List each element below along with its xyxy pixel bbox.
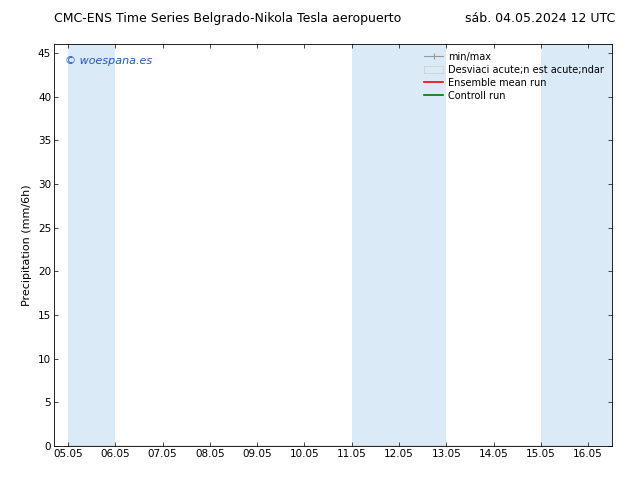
Text: sáb. 04.05.2024 12 UTC: sáb. 04.05.2024 12 UTC [465,12,615,25]
Y-axis label: Precipitation (mm/6h): Precipitation (mm/6h) [22,184,32,306]
Legend: min/max, Desviaci acute;n est acute;ndar, Ensemble mean run, Controll run: min/max, Desviaci acute;n est acute;ndar… [421,49,607,103]
Text: © woespana.es: © woespana.es [65,56,152,66]
Text: CMC-ENS Time Series Belgrado-Nikola Tesla aeropuerto: CMC-ENS Time Series Belgrado-Nikola Tesl… [54,12,401,25]
Bar [352,44,446,446]
Bar [68,44,115,446]
Bar [541,44,612,446]
